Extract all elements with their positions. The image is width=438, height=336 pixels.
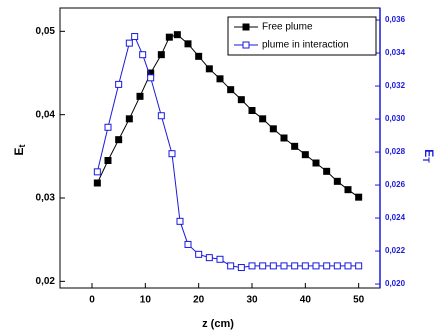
y-tick-label: 0,03 <box>36 193 56 204</box>
y-axis-label: Et <box>12 144 27 155</box>
data-point <box>157 51 165 59</box>
data-point <box>227 262 235 270</box>
data-point <box>323 262 331 270</box>
y2-tick-label: 0,024 <box>385 213 406 222</box>
data-point <box>115 80 123 88</box>
data-point <box>115 136 123 144</box>
legend-marker <box>242 23 250 31</box>
data-point <box>333 262 341 270</box>
x-tick-label: 10 <box>140 295 152 306</box>
series-line <box>96 35 359 269</box>
data-point <box>333 177 341 185</box>
data-point <box>355 193 363 201</box>
data-point <box>269 262 277 270</box>
legend-box <box>227 16 377 56</box>
data-point <box>301 151 309 159</box>
data-point <box>131 33 139 41</box>
data-point <box>173 31 181 39</box>
x-axis-label: z (cm) <box>202 318 234 330</box>
data-point <box>216 75 224 83</box>
data-point <box>139 51 147 59</box>
data-point <box>291 142 299 150</box>
data-point <box>93 179 101 187</box>
x-tick-label: 30 <box>246 295 258 306</box>
data-point <box>280 262 288 270</box>
y2-tick-label: 0,022 <box>385 246 406 255</box>
legend-label: plume in interaction <box>262 40 349 51</box>
y2-label-sub: T <box>421 157 431 163</box>
x-tick-label: 20 <box>193 295 205 306</box>
data-point <box>259 115 267 123</box>
data-point <box>104 157 112 164</box>
y-tick-label: 0,02 <box>36 276 56 287</box>
data-point <box>259 262 267 270</box>
y2-tick-label: 0,026 <box>385 180 406 189</box>
y-label-sub: t <box>17 144 27 147</box>
data-point <box>323 167 331 175</box>
data-point <box>216 255 224 263</box>
y2-tick-label: 0,032 <box>385 81 406 90</box>
y2-label-main: E <box>422 149 436 157</box>
data-point <box>248 107 256 114</box>
data-point <box>195 52 203 60</box>
data-point <box>344 262 352 270</box>
series-line <box>96 34 359 198</box>
y2-tick-label: 0,030 <box>385 114 406 123</box>
data-point <box>312 262 320 270</box>
data-point <box>125 115 133 123</box>
data-point <box>184 240 192 248</box>
x-tick-label: 0 <box>89 295 95 306</box>
data-point <box>237 264 245 272</box>
data-point <box>195 250 203 258</box>
data-point <box>104 123 112 131</box>
data-point <box>205 254 213 262</box>
data-point <box>227 86 235 94</box>
data-point <box>136 92 144 100</box>
data-point <box>157 112 165 120</box>
data-point <box>344 186 352 194</box>
data-point <box>312 159 320 167</box>
data-point <box>168 150 176 158</box>
data-point <box>184 40 192 48</box>
data-point <box>301 262 309 270</box>
y2-tick-label: 0,020 <box>385 279 406 288</box>
y-tick-label: 0,04 <box>36 109 56 120</box>
data-point <box>248 262 256 270</box>
data-point <box>355 262 363 270</box>
data-point <box>237 96 245 104</box>
data-point <box>291 262 299 270</box>
x-tick-label: 40 <box>300 295 312 306</box>
data-point <box>280 134 288 142</box>
data-point <box>93 168 101 176</box>
x-tick-label: 50 <box>353 295 365 306</box>
data-point <box>147 74 155 82</box>
data-point <box>205 65 213 73</box>
y2-tick-label: 0,034 <box>385 48 406 57</box>
data-point <box>176 217 184 225</box>
data-point <box>165 33 173 41</box>
y2-tick-label: 0,036 <box>385 15 406 24</box>
y2-tick-label: 0,028 <box>385 147 406 156</box>
y-tick-label: 0,05 <box>36 26 56 37</box>
y2-axis-label: ET <box>421 149 436 163</box>
data-point <box>269 125 277 133</box>
legend-label: Free plume <box>262 22 313 33</box>
legend-marker <box>242 41 250 49</box>
data-point <box>125 39 133 47</box>
y-label-main: E <box>12 147 26 155</box>
